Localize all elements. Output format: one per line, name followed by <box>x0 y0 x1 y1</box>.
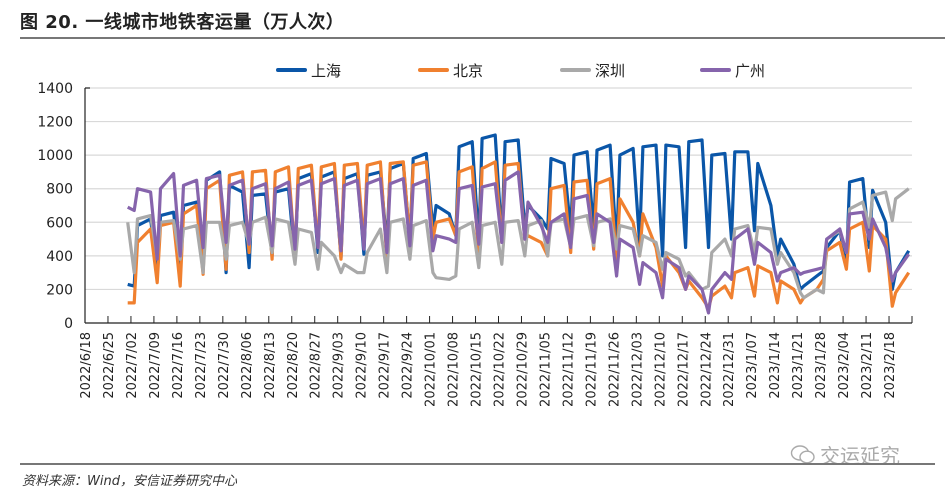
x-tick-label: 2022/7/02 <box>125 332 140 399</box>
series-line-3 <box>126 187 910 300</box>
x-tick-label: 2022/11/26 <box>607 332 622 407</box>
y-tick-label: 200 <box>46 282 73 298</box>
x-tick-label: 2022/12/17 <box>676 332 691 407</box>
x-tick-label: 2022/11/19 <box>584 332 599 407</box>
legend-label: 广州 <box>735 62 765 80</box>
x-tick-label: 2022/11/05 <box>538 332 553 407</box>
x-tick-label: 2022/10/08 <box>447 332 462 407</box>
x-tick-label: 2022/7/30 <box>217 332 232 399</box>
legend: 上海 北京 深圳 广州 <box>276 62 765 80</box>
x-tick-label: 2023/1/28 <box>814 332 829 399</box>
watermark-text: 交运延究 <box>820 444 900 468</box>
x-tick-label: 2023/1/14 <box>768 332 783 399</box>
x-tick-label: 2023/2/11 <box>860 332 875 399</box>
x-tick-label: 2022/9/10 <box>355 332 370 399</box>
y-tick-label: 600 <box>46 215 73 231</box>
x-tick-label: 2022/12/24 <box>699 332 714 407</box>
x-tick-label: 2022/8/06 <box>240 332 255 399</box>
series-lines <box>126 133 911 315</box>
x-tick-label: 2022/11/12 <box>561 332 576 407</box>
wechat-icon <box>790 444 815 464</box>
series-line-4 <box>126 170 911 315</box>
x-tick-label: 2023/2/04 <box>837 332 852 399</box>
x-tick-label: 2023/2/18 <box>883 332 898 399</box>
x-tick-label: 2022/10/29 <box>515 332 530 407</box>
x-tick-label: 2023/1/07 <box>745 332 760 399</box>
x-tick-label: 2023/1/21 <box>791 332 806 399</box>
x-tick-label: 2022/12/03 <box>630 332 645 407</box>
y-tick-label: 400 <box>46 249 73 265</box>
legend-label: 北京 <box>453 62 483 80</box>
watermark: 交运延究 <box>790 440 900 469</box>
x-tick-label: 2022/8/27 <box>309 332 324 399</box>
x-tick-label: 2022/12/31 <box>722 332 737 407</box>
legend-label: 上海 <box>311 62 341 80</box>
x-tick-label: 2022/8/20 <box>286 332 301 399</box>
x-tick-label: 2022/12/10 <box>653 332 668 407</box>
line-chart: 上海 北京 深圳 广州 0 200 400 600 800 1000 1200 1400 2022/… <box>37 62 913 407</box>
x-tick-label: 2022/6/25 <box>102 332 117 399</box>
x-tick-label: 2022/10/01 <box>424 332 439 407</box>
footer-divider <box>20 463 935 465</box>
y-tick-label: 1200 <box>37 115 73 131</box>
y-axis-ticks: 0 200 400 600 800 1000 1200 1400 <box>37 81 73 332</box>
x-tick-label: 2022/7/23 <box>194 332 209 399</box>
x-tick-label: 2022/7/09 <box>148 332 163 399</box>
x-tick-label: 2022/8/13 <box>263 332 278 399</box>
legend-label: 深圳 <box>595 62 625 80</box>
y-tick-label: 1000 <box>37 148 73 164</box>
x-tick-label: 2022/9/03 <box>332 332 347 399</box>
series-line-2 <box>127 160 911 310</box>
x-tick-label: 2022/9/17 <box>378 332 393 399</box>
x-tick-label: 2022/7/16 <box>171 332 186 399</box>
source-note: 资料来源：Wind，安信证券研究中心 <box>22 474 237 489</box>
y-tick-label: 800 <box>46 182 73 198</box>
y-tick-label: 0 <box>64 316 73 332</box>
y-tick-label: 1400 <box>37 81 73 97</box>
x-tick-label: 2022/10/22 <box>493 332 508 407</box>
figure-title: 图 20. 一线城市地铁客运量（万人次） <box>20 12 345 33</box>
x-tick-label: 2022/10/15 <box>470 332 485 407</box>
title-divider <box>20 37 945 39</box>
x-tick-label: 2022/9/24 <box>401 332 416 399</box>
x-axis-ticks: 2022/6/18 2022/6/25 2022/7/02 2022/7/09 2022… <box>79 316 913 407</box>
x-tick-label: 2022/6/18 <box>79 332 94 399</box>
